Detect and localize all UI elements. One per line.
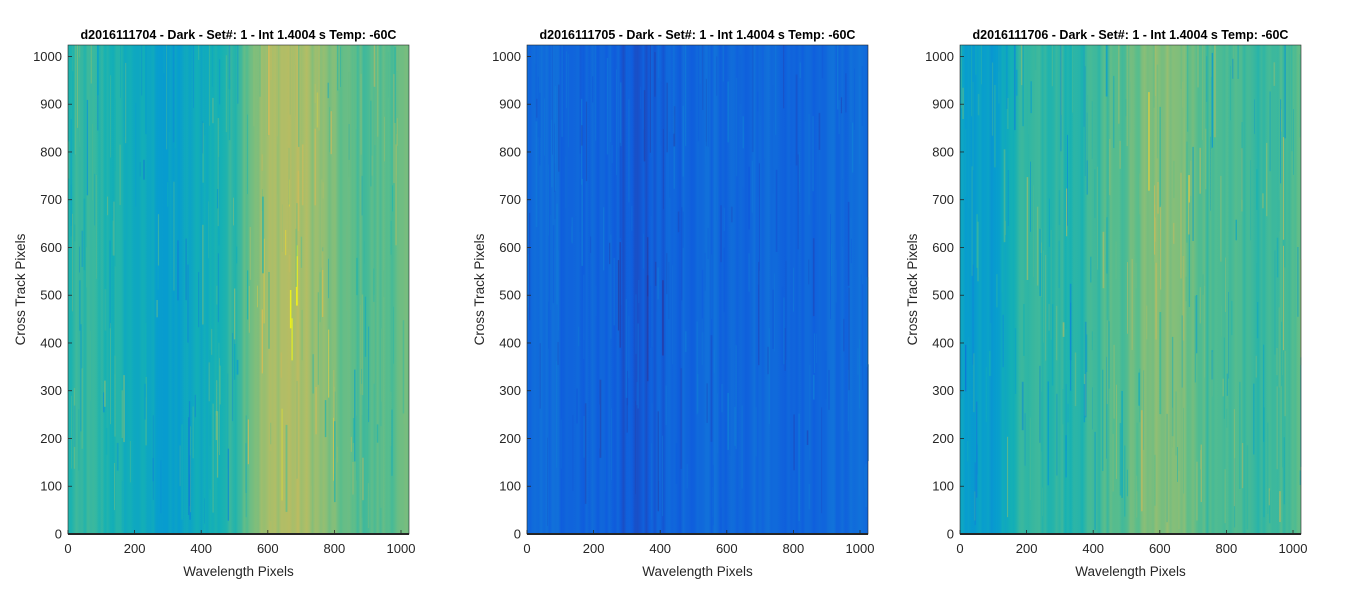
y-tick-label: 100 [932, 479, 954, 494]
x-tick-label: 800 [324, 541, 346, 556]
x-tick-label: 800 [1216, 541, 1238, 556]
y-tick-label: 200 [40, 431, 62, 446]
heatmap-image [527, 45, 868, 534]
x-tick-label: 0 [956, 541, 963, 556]
x-tick-label: 600 [1149, 541, 1171, 556]
y-tick-label: 300 [932, 383, 954, 398]
x-tick-label: 800 [783, 541, 805, 556]
y-axis-label: Cross Track Pixels [905, 233, 920, 345]
y-tick-label: 400 [499, 335, 521, 350]
y-tick-label: 400 [932, 335, 954, 350]
x-tick-label: 600 [716, 541, 738, 556]
x-tick-label: 400 [190, 541, 212, 556]
heatmap-panel-1: 0 200 400 600 800 1000 0 100 200 300 400 500 600 700 8… [13, 28, 415, 579]
y-tick-label: 600 [932, 240, 954, 255]
chart-title: d2016111706 - Dark - Set#: 1 - Int 1.400… [973, 28, 1289, 42]
y-tick-label: 400 [40, 335, 62, 350]
heatmap-texture [68, 45, 406, 532]
y-tick-label: 0 [514, 527, 521, 542]
x-axis-label: Wavelength Pixels [1075, 564, 1186, 579]
y-tick-label: 100 [40, 479, 62, 494]
y-tick-label: 1000 [492, 49, 521, 64]
heatmap-panel-2: 0 200 400 600 800 1000 0 100 200 300 400 500 600 700 8… [472, 28, 874, 579]
y-tick-label: 800 [40, 144, 62, 159]
y-tick-label: 500 [499, 288, 521, 303]
heatmap-image [68, 45, 409, 534]
x-tick-label: 400 [1082, 541, 1104, 556]
y-tick-label: 700 [499, 192, 521, 207]
y-tick-label: 200 [499, 431, 521, 446]
x-tick-label: 1000 [1279, 541, 1308, 556]
heatmap-texture [527, 45, 869, 532]
x-tick-label: 0 [64, 541, 71, 556]
x-tick-label: 200 [1016, 541, 1038, 556]
y-tick-label: 900 [932, 97, 954, 112]
y-tick-label: 900 [40, 97, 62, 112]
y-tick-label: 700 [40, 192, 62, 207]
y-tick-label: 300 [40, 383, 62, 398]
y-tick-label: 0 [55, 527, 62, 542]
y-tick-label: 1000 [925, 49, 954, 64]
y-tick-label: 600 [499, 240, 521, 255]
y-tick-label: 700 [932, 192, 954, 207]
x-tick-label: 600 [257, 541, 279, 556]
heatmap-texture [961, 45, 1302, 530]
y-tick-label: 100 [499, 479, 521, 494]
y-tick-label: 0 [947, 527, 954, 542]
y-tick-label: 500 [40, 288, 62, 303]
x-axis-label: Wavelength Pixels [183, 564, 294, 579]
x-axis-label: Wavelength Pixels [642, 564, 753, 579]
y-tick-label: 1000 [33, 49, 62, 64]
y-axis-label: Cross Track Pixels [472, 233, 487, 345]
y-tick-label: 500 [932, 288, 954, 303]
chart-title: d2016111704 - Dark - Set#: 1 - Int 1.400… [81, 28, 397, 42]
chart-title: d2016111705 - Dark - Set#: 1 - Int 1.400… [540, 28, 856, 42]
y-tick-label: 800 [499, 144, 521, 159]
y-tick-label: 200 [932, 431, 954, 446]
y-tick-label: 800 [932, 144, 954, 159]
x-tick-label: 1000 [387, 541, 416, 556]
y-tick-label: 600 [40, 240, 62, 255]
x-tick-label: 200 [124, 541, 146, 556]
x-tick-label: 200 [583, 541, 605, 556]
y-tick-label: 900 [499, 97, 521, 112]
y-tick-label: 300 [499, 383, 521, 398]
x-tick-label: 1000 [846, 541, 875, 556]
x-tick-label: 400 [649, 541, 671, 556]
x-tick-label: 0 [523, 541, 530, 556]
heatmap-panel-3: 0 200 400 600 800 1000 0 100 200 300 400 500 600 700 8… [905, 28, 1307, 579]
y-axis-label: Cross Track Pixels [13, 233, 28, 345]
